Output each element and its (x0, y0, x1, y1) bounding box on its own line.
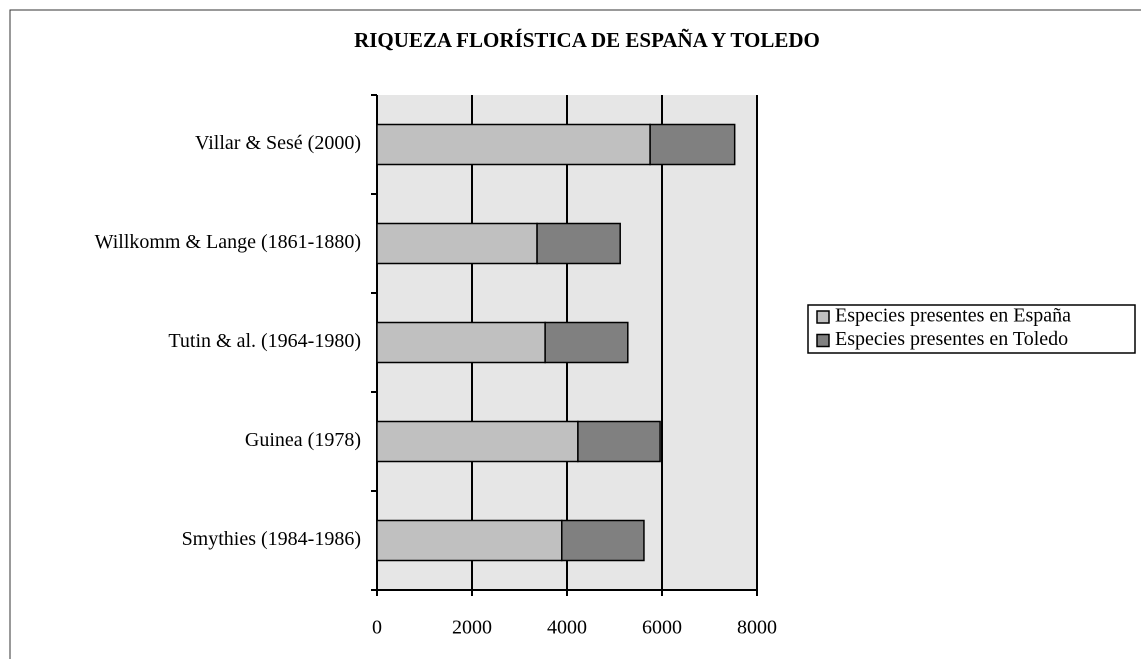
x-tick-label: 6000 (642, 617, 682, 639)
bar-segment (376, 519, 563, 562)
bar-segment (544, 321, 629, 364)
y-tick-label: Smythies (1984-1986) (182, 528, 361, 550)
legend-label: Especies presentes en Toledo (835, 328, 1068, 350)
chart-title: RIQUEZA FLORÍSTICA DE ESPAÑA Y TOLEDO (354, 28, 820, 52)
y-tick-label: Willkomm & Lange (1861-1880) (95, 231, 361, 253)
bar-segment (376, 123, 651, 166)
bar-segment (376, 222, 538, 265)
x-tick-label: 2000 (452, 617, 492, 639)
legend-swatch (816, 333, 830, 348)
bar-segment (577, 420, 661, 463)
bar-segment (536, 222, 621, 265)
bar-segment (561, 519, 645, 562)
y-tick-label: Guinea (1978) (245, 429, 361, 451)
bar-segment (376, 321, 546, 364)
bar-segment (649, 123, 736, 166)
x-tick-label: 8000 (737, 617, 777, 639)
x-tick-label: 4000 (547, 617, 587, 639)
legend-label: Especies presentes en España (835, 305, 1071, 327)
bar-segment (376, 420, 579, 463)
legend-box (807, 304, 1136, 354)
frame (9, 9, 1141, 659)
y-tick-label: Tutin & al. (1964-1980) (168, 330, 361, 352)
legend-swatch (816, 310, 830, 324)
y-tick-label: Villar & Sesé (2000) (195, 132, 361, 154)
x-tick-label: 0 (372, 617, 382, 639)
